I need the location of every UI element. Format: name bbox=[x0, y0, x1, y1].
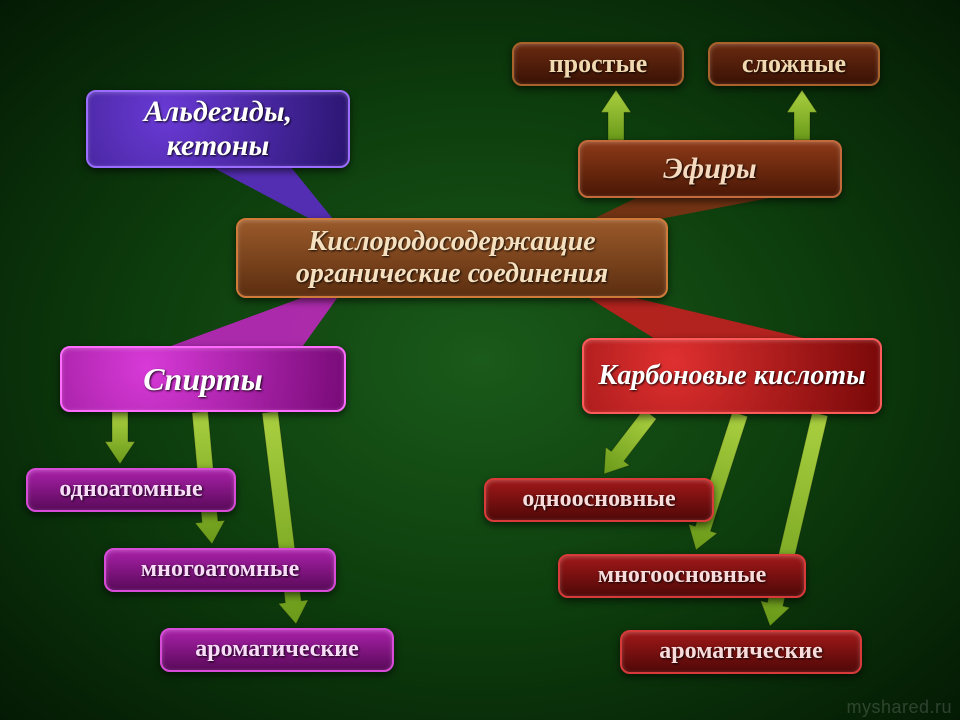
node-acids: Карбоновые кислоты bbox=[582, 338, 882, 414]
node-ethers: Эфиры bbox=[578, 140, 842, 198]
arrow-alcohols-alc_mono bbox=[105, 412, 135, 464]
node-simple: простые bbox=[512, 42, 684, 86]
node-alc_mono: одноатомные bbox=[26, 468, 236, 512]
node-alc_arom: ароматические bbox=[160, 628, 394, 672]
node-acid_poly: многоосновные bbox=[558, 554, 806, 598]
arrow-ethers-complex bbox=[787, 90, 817, 140]
arrow-alcohols-alc_arom bbox=[262, 411, 308, 624]
node-complex: сложные bbox=[708, 42, 880, 86]
watermark: myshared.ru bbox=[846, 697, 952, 718]
node-center: Кислородосодержащие органические соедине… bbox=[236, 218, 668, 298]
arrow-acids-acid_mono bbox=[604, 409, 656, 474]
node-alcohols: Спирты bbox=[60, 346, 346, 412]
node-alc_poly: многоатомные bbox=[104, 548, 336, 592]
node-acid_arom: ароматические bbox=[620, 630, 862, 674]
node-aldehydes: Альдегиды, кетоны bbox=[86, 90, 350, 168]
arrow-ethers-simple bbox=[601, 90, 631, 140]
node-acid_mono: одноосновные bbox=[484, 478, 714, 522]
